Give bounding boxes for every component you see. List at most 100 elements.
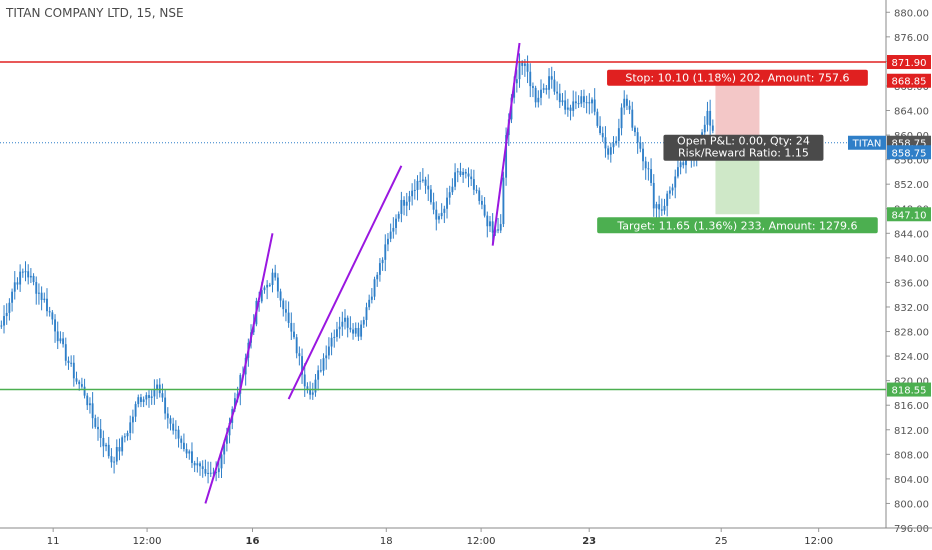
candle-body [207, 472, 210, 474]
candle-body [35, 282, 38, 294]
candle-body [384, 244, 387, 260]
x-tick-label: 11 [47, 536, 60, 547]
candle-body [679, 162, 682, 168]
candle-body [56, 331, 59, 342]
candle-body [169, 418, 172, 424]
candle-body [462, 171, 465, 175]
candle-body [276, 277, 279, 292]
candle-body [706, 110, 709, 125]
candle-body [126, 433, 129, 437]
candle-body [156, 384, 159, 390]
candle-body [78, 381, 81, 385]
candle-body [309, 389, 312, 395]
candle-body [295, 337, 298, 354]
candle-body [0, 325, 3, 327]
candle-body [588, 102, 591, 104]
candle-body [454, 172, 457, 187]
candle-body [601, 133, 604, 138]
x-tick-label: 18 [380, 536, 393, 547]
candle-body [378, 263, 381, 275]
candle-body [145, 395, 148, 400]
candle-body [24, 271, 27, 273]
candle-body [446, 197, 448, 209]
x-tick-label: 16 [246, 536, 260, 547]
candle-body [360, 324, 363, 337]
price-badge: 871.90 [892, 58, 927, 69]
candle-body [499, 224, 502, 231]
candle-body [365, 307, 368, 320]
candle-body [191, 451, 193, 463]
candle-body [486, 215, 489, 227]
candle-body [27, 271, 30, 278]
candle-body [161, 393, 164, 398]
candle-body [408, 196, 411, 202]
candle-body [99, 429, 102, 438]
candle-body [403, 199, 406, 206]
candle-body [330, 337, 333, 347]
stop-label: Stop: 10.10 (1.18%) 202, Amount: 757.6 [625, 72, 849, 85]
candle-body [83, 386, 86, 396]
candle-body [282, 300, 285, 310]
candle-body [338, 326, 341, 330]
candle-body [569, 107, 572, 111]
y-tick-label: 876.00 [894, 33, 929, 44]
candle-body [642, 148, 644, 162]
candle-body [70, 362, 73, 364]
candle-body [352, 329, 354, 334]
candle-body [392, 227, 395, 232]
candle-body [153, 389, 156, 397]
candle-body [336, 329, 338, 337]
candle-body [435, 209, 438, 220]
candle-body [354, 327, 357, 334]
candle-body [204, 469, 207, 474]
candle-body [174, 429, 177, 431]
candle-body [314, 379, 317, 393]
candle-body [298, 353, 301, 357]
candle-body [529, 71, 532, 87]
candle-body [604, 137, 607, 149]
candle-body [612, 143, 615, 148]
candle-body [456, 171, 459, 173]
y-tick-label: 820.00 [894, 377, 929, 388]
x-tick-label: 12:00 [467, 536, 496, 547]
candle-body [628, 105, 631, 110]
candle-body [129, 422, 132, 434]
candle-body [150, 396, 153, 398]
candle-body [424, 179, 427, 186]
candle-body [421, 179, 424, 181]
candle-body [413, 189, 416, 191]
candle-body [357, 327, 360, 337]
candle-body [201, 466, 204, 470]
candle-body [609, 147, 612, 155]
candle-body [75, 378, 78, 382]
candle-body [429, 189, 432, 203]
candle-body [459, 171, 462, 175]
price-badge: 858.75 [892, 148, 927, 159]
candle-body [140, 397, 142, 403]
candle-body [113, 461, 116, 463]
candle-body [577, 103, 580, 105]
y-tick-label: 836.00 [894, 278, 929, 289]
candle-body [480, 200, 483, 205]
candle-body [97, 426, 99, 430]
candle-body [376, 274, 379, 280]
price-badge-bg [887, 145, 931, 160]
candle-body [349, 327, 352, 330]
candle-body [220, 454, 223, 469]
candle-body [239, 375, 242, 394]
candle-body [599, 125, 602, 134]
candle-body [48, 311, 51, 313]
candle-body [215, 472, 218, 474]
candle-body [346, 317, 349, 328]
candle-body [483, 204, 486, 216]
candle-body [268, 284, 271, 286]
candle-body [682, 162, 685, 166]
y-tick-label: 844.00 [894, 229, 929, 240]
candle-body [615, 140, 618, 144]
candle-body [663, 205, 666, 211]
candle-body [489, 221, 491, 227]
candle-body [397, 213, 400, 219]
price-badge-bg [887, 207, 931, 222]
candle-body [182, 442, 185, 450]
